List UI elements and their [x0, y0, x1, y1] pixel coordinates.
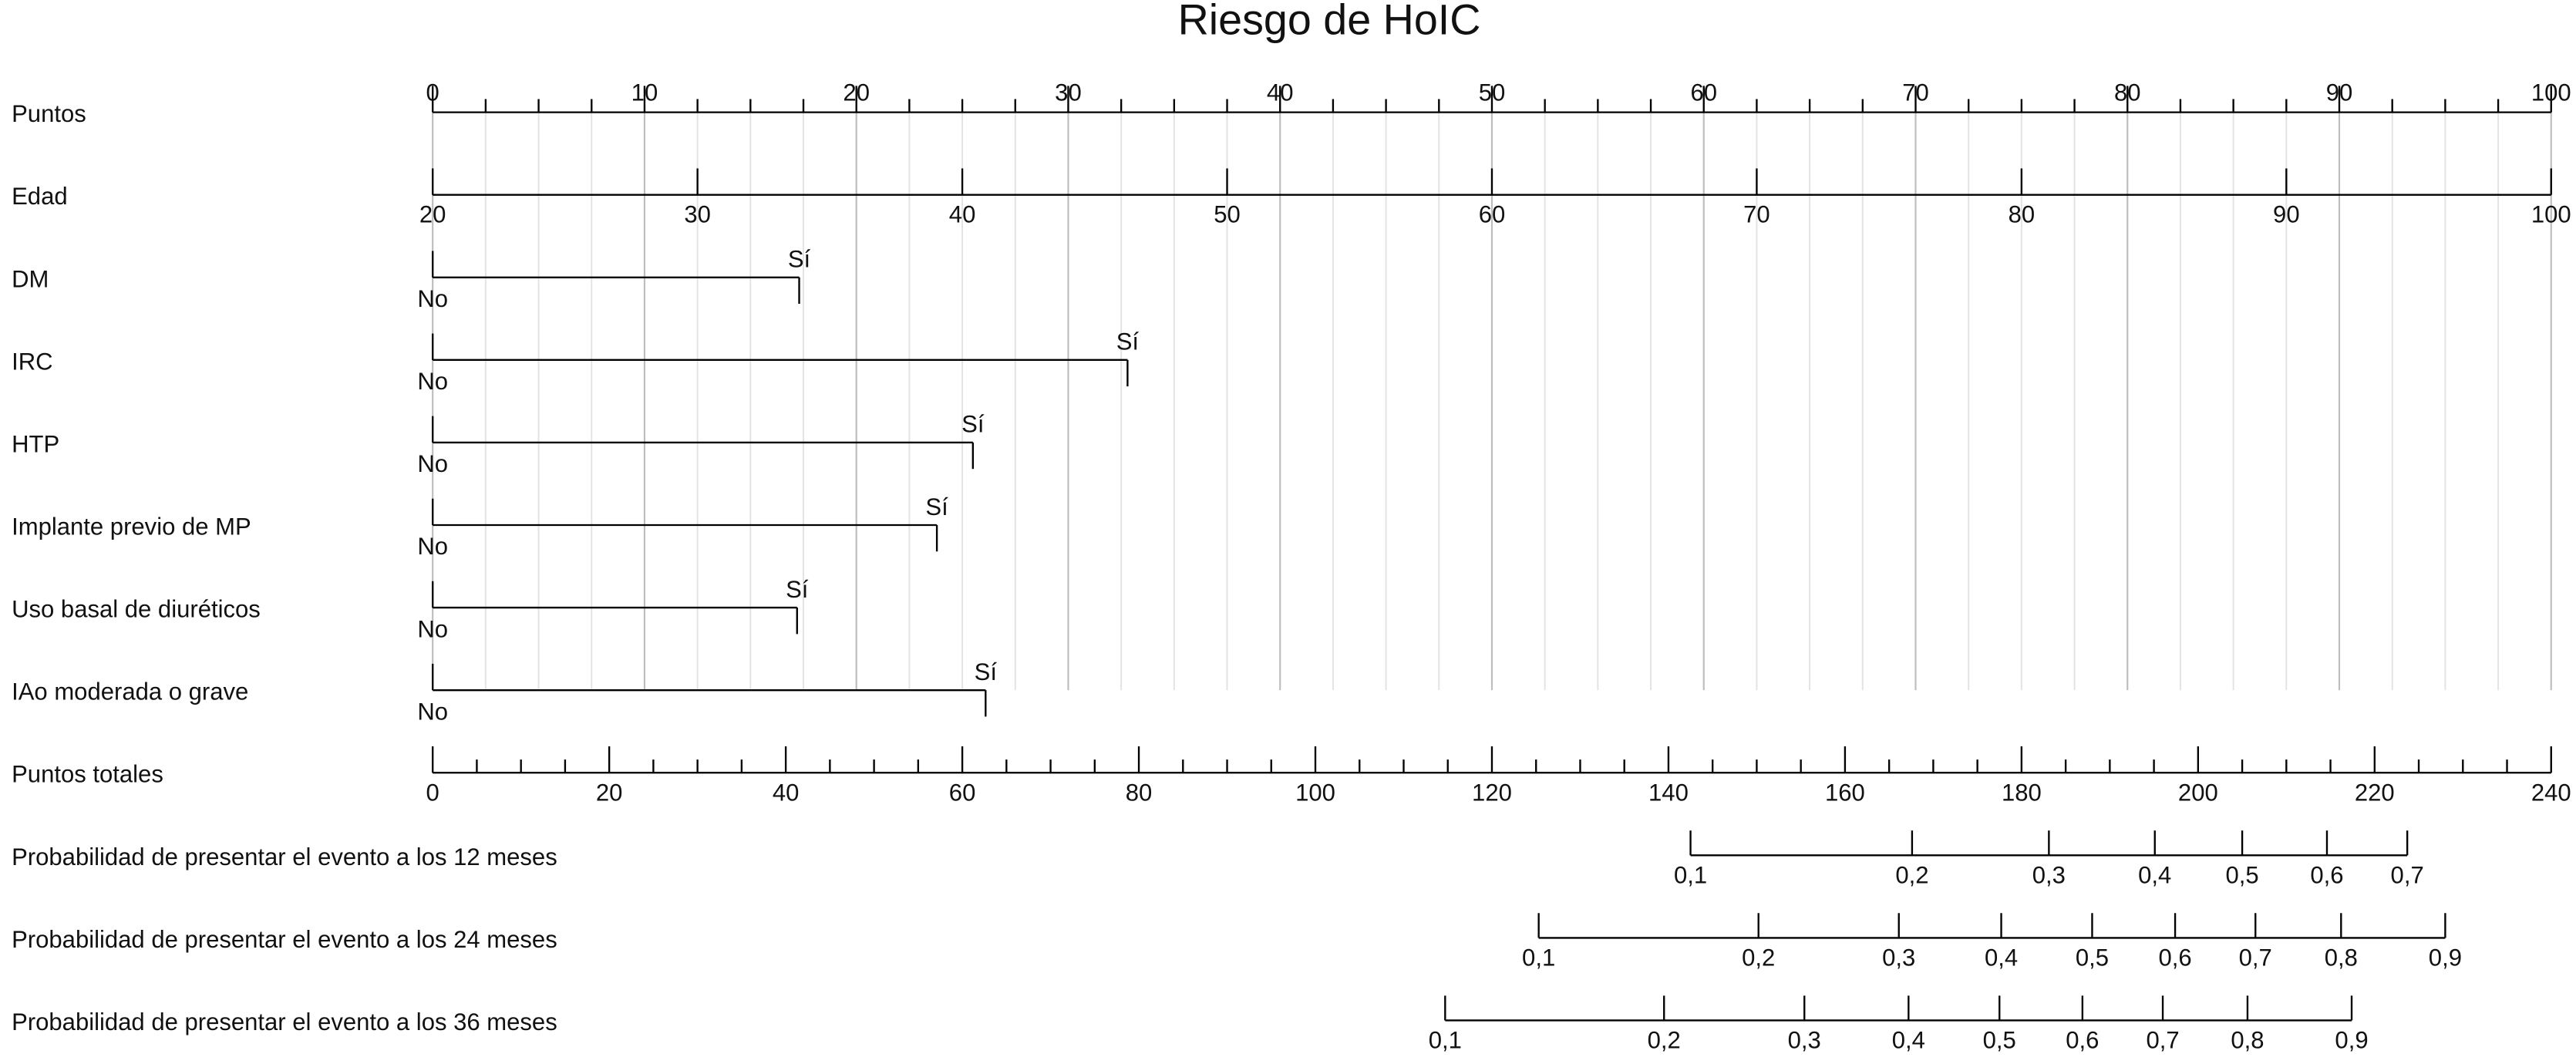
tick-label: 0	[426, 79, 439, 106]
tick-label: 0,6	[2310, 861, 2343, 888]
tick-label: No	[417, 285, 448, 312]
tick-label: 0,5	[2076, 944, 2109, 971]
tick-label: 80	[1126, 779, 1153, 806]
tick-label: 80	[2114, 79, 2141, 106]
tick-label: Sí	[925, 493, 948, 520]
tick-label: 0,7	[2146, 1027, 2179, 1054]
tick-label: 0,1	[1522, 944, 1555, 971]
tick-label: 0,2	[1648, 1027, 1681, 1054]
tick-label: 20	[843, 79, 870, 106]
tick-label: 30	[1055, 79, 1082, 106]
tick-label: 0,4	[1985, 944, 2018, 971]
chart-title: Riesgo de HoIC	[1178, 0, 1481, 44]
tick-label: 10	[631, 79, 658, 106]
tick-label: 0,7	[2391, 861, 2424, 888]
tick-label: 60	[1479, 201, 1506, 228]
tick-label: Sí	[786, 576, 809, 603]
tick-label: Sí	[1116, 328, 1140, 355]
tick-label: 0,3	[1788, 1027, 1821, 1054]
tick-label: 60	[949, 779, 976, 806]
tick-label: 140	[1648, 779, 1689, 806]
tick-label: Sí	[788, 246, 811, 273]
tick-label: 80	[2009, 201, 2036, 228]
tick-label: No	[417, 615, 448, 642]
tick-label: 0,9	[2429, 944, 2462, 971]
tick-label: 160	[1825, 779, 1865, 806]
tick-label: 120	[1472, 779, 1512, 806]
tick-label: 200	[2178, 779, 2218, 806]
tick-label: 50	[1479, 79, 1506, 106]
tick-label: 0,4	[1892, 1027, 1925, 1054]
tick-label: 40	[1267, 79, 1294, 106]
tick-label: 0,8	[2231, 1027, 2264, 1054]
tick-label: 0,2	[1742, 944, 1775, 971]
tick-label: 0,7	[2239, 944, 2272, 971]
row-label: IRC	[12, 348, 52, 375]
row-label: Edad	[12, 183, 68, 210]
tick-label: 0,5	[1983, 1027, 2016, 1054]
tick-label: 0	[426, 779, 439, 806]
tick-label: 100	[2531, 201, 2571, 228]
tick-label: 0,1	[1674, 861, 1707, 888]
tick-label: 90	[2326, 79, 2353, 106]
tick-label: Sí	[961, 411, 985, 438]
row-label: Puntos totales	[12, 761, 163, 788]
tick-label: No	[417, 450, 448, 477]
tick-label: 0,9	[2335, 1027, 2368, 1054]
tick-label: 0,6	[2158, 944, 2191, 971]
tick-label: No	[417, 698, 448, 725]
tick-label: 100	[1295, 779, 1335, 806]
tick-label: 0,2	[1895, 861, 1928, 888]
tick-label: 90	[2273, 201, 2300, 228]
tick-label: 40	[949, 201, 976, 228]
row-label: IAo moderada o grave	[12, 678, 248, 705]
tick-label: 30	[684, 201, 711, 228]
row-label: DM	[12, 265, 49, 292]
tick-label: 180	[2002, 779, 2042, 806]
tick-label: 40	[773, 779, 800, 806]
tick-label: No	[417, 368, 448, 395]
tick-label: 0,8	[2325, 944, 2358, 971]
tick-label: 240	[2531, 779, 2571, 806]
tick-label: 60	[1690, 79, 1717, 106]
tick-label: 70	[1743, 201, 1770, 228]
row-label: Probabilidad de presentar el evento a lo…	[12, 926, 557, 953]
tick-label: 70	[1902, 79, 1929, 106]
tick-label: 0,4	[2138, 861, 2171, 888]
row-label: Probabilidad de presentar el evento a lo…	[12, 1008, 557, 1035]
tick-label: 0,3	[1882, 944, 1915, 971]
row-label: HTP	[12, 430, 59, 457]
tick-label: 50	[1214, 201, 1241, 228]
row-label: Probabilidad de presentar el evento a lo…	[12, 843, 557, 870]
tick-label: 100	[2531, 79, 2571, 106]
tick-label: 0,5	[2225, 861, 2258, 888]
tick-label: 20	[596, 779, 623, 806]
tick-label: Sí	[975, 658, 998, 685]
row-label: Uso basal de diuréticos	[12, 596, 261, 623]
row-label: Puntos	[12, 100, 86, 127]
row-label: Implante previo de MP	[12, 513, 251, 540]
tick-label: 0,3	[2032, 861, 2066, 888]
tick-label: 20	[419, 201, 446, 228]
tick-label: 220	[2355, 779, 2395, 806]
tick-label: No	[417, 533, 448, 560]
tick-label: 0,1	[1429, 1027, 1462, 1054]
tick-label: 0,6	[2066, 1027, 2099, 1054]
